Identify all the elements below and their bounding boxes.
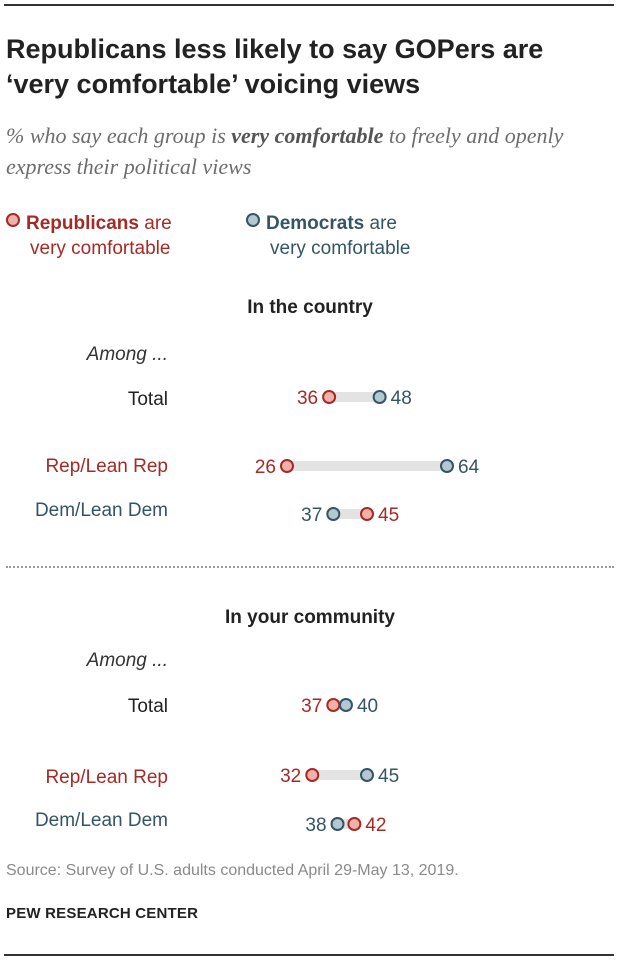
range-bar-p2-r3 xyxy=(337,819,355,829)
legend-dem-bold: Democrats xyxy=(266,213,365,234)
chart-subtitle: % who say each group is very comfortable… xyxy=(6,120,616,182)
dem-dot-p1-r2 xyxy=(440,459,454,473)
among-label-community: Among ... xyxy=(86,650,168,671)
rep-value-label-p1-r2: 26 xyxy=(255,457,276,478)
legend-rep-rest2: very comfortable xyxy=(30,238,171,259)
subtitle-emphasis: very comfortable xyxy=(231,123,384,148)
range-bar-p1-r3 xyxy=(333,509,367,519)
legend-rep-rest1: are xyxy=(138,213,172,234)
dem-dot-p2-r1 xyxy=(338,698,353,712)
dem-dot-p1-r1 xyxy=(372,390,387,404)
rep-value-label-p2-r1: 37 xyxy=(301,696,322,717)
subtitle-prefix: % who say each group is xyxy=(6,123,232,148)
source-note: Source: Survey of U.S. adults conducted … xyxy=(6,862,459,879)
rep-value-label-p1-r1: 36 xyxy=(297,388,318,409)
legend-dem-rest1: are xyxy=(364,213,397,234)
top-rule xyxy=(4,4,614,6)
dem-value-label-p1-r2: 64 xyxy=(458,457,480,478)
bottom-rule xyxy=(4,954,614,956)
brand-logo-text: PEW RESEARCH CENTER xyxy=(6,905,199,922)
range-bar-p1-r1 xyxy=(329,392,380,402)
row-label-community-total: Total xyxy=(127,696,168,717)
dem-value-label-p2-r3: 38 xyxy=(305,815,326,836)
legend-dem-rest2: very comfortable xyxy=(270,238,411,259)
legend-rep-bold: Republicans xyxy=(26,213,139,234)
dem-value-label-p2-r2: 45 xyxy=(378,766,399,787)
rep-dot-p1-r1 xyxy=(322,390,337,404)
row-label-country-total: Total xyxy=(127,389,168,410)
legend-rep-dot-icon xyxy=(6,213,20,227)
range-bar-p1-r2 xyxy=(287,461,447,471)
dem-dot-p2-r2 xyxy=(360,768,374,782)
dem-value-label-p1-r3: 37 xyxy=(301,505,322,526)
rep-value-label-p2-r3: 42 xyxy=(365,815,386,836)
subtitle-suffix: to freely and openly express their polit… xyxy=(6,123,564,179)
legend-dem-dot-icon xyxy=(246,213,260,227)
row-label-country-dem: Dem/Lean Dem xyxy=(34,500,168,521)
legend-democrats: Democrats are very comfortable xyxy=(246,211,410,261)
panel-title-country: In the country xyxy=(247,297,373,318)
rep-value-label-p2-r2: 32 xyxy=(280,766,301,787)
chart-title: Republicans less likely to say GOPers ar… xyxy=(6,34,544,99)
row-label-country-rep: Rep/Lean Rep xyxy=(45,456,168,477)
rep-dot-p1-r2 xyxy=(280,459,294,473)
rep-dot-p2-r2 xyxy=(305,768,320,782)
rep-dot-p1-r3 xyxy=(360,507,374,521)
rep-dot-p2-r3 xyxy=(347,817,362,831)
dem-value-label-p2-r1: 40 xyxy=(357,696,378,717)
panel-divider xyxy=(6,566,614,568)
rep-dot-p2-r1 xyxy=(326,698,341,712)
dem-dot-p2-r3 xyxy=(330,817,345,831)
rep-value-label-p1-r3: 45 xyxy=(378,505,399,526)
panel-title-community: In your community xyxy=(225,607,395,628)
row-label-community-dem: Dem/Lean Dem xyxy=(34,810,168,831)
row-label-community-rep: Rep/Lean Rep xyxy=(45,767,168,788)
legend-republicans: Republicans are very comfortable xyxy=(6,211,172,261)
among-label-country: Among ... xyxy=(86,344,168,365)
dem-value-label-p1-r1: 48 xyxy=(391,388,412,409)
range-bar-p2-r2 xyxy=(312,770,367,780)
dem-dot-p1-r3 xyxy=(326,507,341,521)
